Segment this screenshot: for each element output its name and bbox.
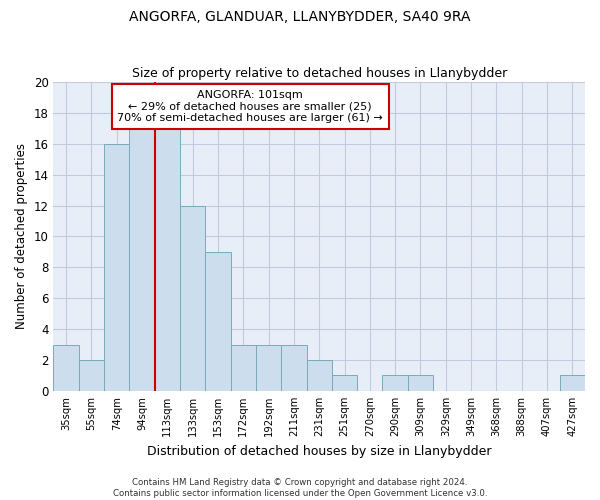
Bar [155, 128, 180, 391]
Bar [281, 344, 307, 391]
Bar [130, 128, 155, 391]
Y-axis label: Number of detached properties: Number of detached properties [15, 144, 28, 330]
Bar [382, 376, 408, 391]
Bar [180, 206, 205, 391]
Bar [53, 344, 79, 391]
Bar [307, 360, 332, 391]
Bar [79, 360, 104, 391]
Bar [230, 344, 256, 391]
Bar [104, 144, 130, 391]
Bar [560, 376, 585, 391]
Title: Size of property relative to detached houses in Llanybydder: Size of property relative to detached ho… [131, 66, 507, 80]
Text: ANGORFA: 101sqm
← 29% of detached houses are smaller (25)
70% of semi-detached h: ANGORFA: 101sqm ← 29% of detached houses… [117, 90, 383, 123]
X-axis label: Distribution of detached houses by size in Llanybydder: Distribution of detached houses by size … [147, 444, 491, 458]
Bar [205, 252, 230, 391]
Bar [332, 376, 357, 391]
Bar [256, 344, 281, 391]
Text: ANGORFA, GLANDUAR, LLANYBYDDER, SA40 9RA: ANGORFA, GLANDUAR, LLANYBYDDER, SA40 9RA [129, 10, 471, 24]
Text: Contains HM Land Registry data © Crown copyright and database right 2024.
Contai: Contains HM Land Registry data © Crown c… [113, 478, 487, 498]
Bar [408, 376, 433, 391]
